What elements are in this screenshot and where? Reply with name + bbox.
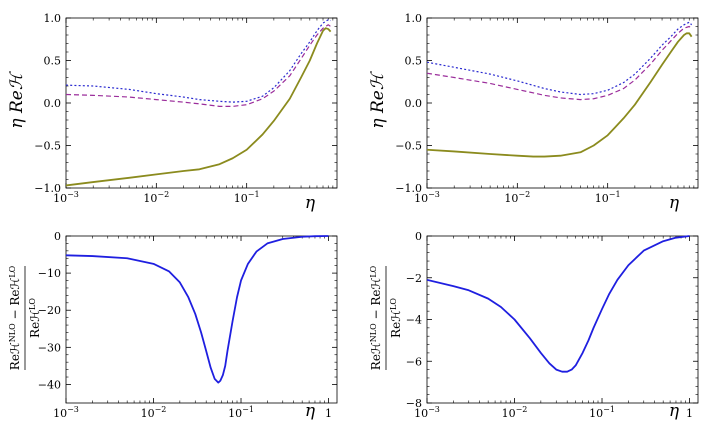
x-tick-label: 10−1 [234,190,260,205]
series-line-ratio [427,235,690,373]
y-tick-label: 1.0 [405,12,423,25]
y-axis-label: η Reℋ [7,70,27,128]
y-tick-label: −0.5 [395,140,422,153]
y-tick-label: −10 [38,267,61,280]
y-tick-label: −6 [406,355,422,368]
y-axis-label-fraction: ReℋNLO − ReℋLO ReℋLO [369,265,403,370]
x-tick-label: 1 [686,407,693,420]
x-tick-label: 10−3 [53,405,79,420]
x-tick-label: 10−1 [589,405,615,420]
y-tick-label: 0.0 [405,97,423,110]
series-line-solid [66,27,332,187]
series-line-ratio [66,235,329,384]
y-axis-label-numerator: ReℋNLO − ReℋLO [369,265,383,370]
x-tick-label: 10−1 [595,190,621,205]
x-axis-label: η [669,193,680,213]
x-tick-label: 10−2 [143,190,169,205]
panel-top-left: η Reℋ η [7,70,316,213]
panel-bottom-left: η [305,401,316,421]
plot-frame [65,17,338,189]
y-axis-label-denominator: ReℋLO [389,298,403,338]
x-tick-label: 10−2 [502,405,528,420]
y-tick-label: 0 [54,230,61,243]
plot-frame [426,17,699,189]
series-line-dotted [66,19,331,103]
y-tick-label: 0.0 [44,97,62,110]
plot-top-left: 1.0 0.5 0.0 −0.5 −1.010−3 10−2 10−1 [34,12,338,205]
plot-bottom-left: 0 −10 −20 −30 −40 10−3 10−2 10−1 1 [38,230,338,420]
plot-frame [426,235,699,404]
y-tick-label: −2 [406,272,422,285]
series-line-dashed [427,25,693,101]
y-tick-label: −30 [38,341,61,354]
y-axis-label-numerator: ReℋNLO − ReℋLO [8,265,22,370]
plot-top-right: 1.0 0.5 0.0 −0.5 −1.010−3 10−2 10−1 [395,12,699,205]
y-tick-label: 0 [415,230,422,243]
y-tick-label: −1.0 [395,182,422,195]
y-tick-label: −1.0 [34,182,61,195]
x-axis-label: η [305,401,316,421]
panel-top-right: η Reℋ η [368,70,680,213]
y-tick-label: −4 [406,314,422,327]
x-tick-label: 10−2 [141,405,167,420]
panel-bottom-right: η [669,401,680,421]
y-tick-label: −0.5 [34,140,61,153]
x-tick-label: 1 [325,407,332,420]
plot-bottom-right: 0 −2 −4 −6 −810−3 10−2 10−1 1 [406,230,699,420]
y-tick-label: 0.5 [405,55,423,68]
y-axis-label-denominator: ReℋLO [28,298,42,338]
x-tick-label: 10−3 [414,190,440,205]
y-tick-label: −20 [38,304,61,317]
x-tick-label: 10−3 [414,405,440,420]
y-tick-label: −40 [38,378,61,391]
series-line-dotted [427,21,693,96]
x-axis-label: η [669,401,680,421]
x-tick-label: 10−1 [228,405,254,420]
y-tick-label: 0.5 [44,55,62,68]
x-tick-label: 10−2 [504,190,530,205]
x-axis-label: η [305,193,316,213]
plot-frame [65,235,338,404]
series-line-solid [427,32,693,158]
x-tick-label: 10−3 [53,190,79,205]
y-tick-label: 1.0 [44,12,62,25]
y-axis-label: η Reℋ [368,70,388,128]
series-line-dashed [66,24,331,107]
y-tick-label: −8 [406,397,422,410]
y-axis-label-fraction: ReℋNLO − ReℋLO ReℋLO [8,265,42,370]
